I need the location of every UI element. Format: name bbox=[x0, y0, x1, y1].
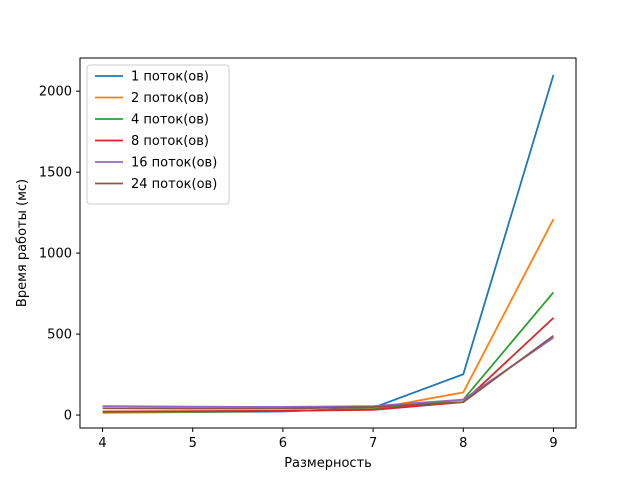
x-tick-label: 5 bbox=[189, 436, 197, 451]
series-line-4 bbox=[102, 336, 554, 408]
plot-frame bbox=[79, 57, 577, 429]
x-tick-label: 7 bbox=[369, 436, 377, 451]
series-line-5 bbox=[102, 334, 554, 410]
y-tick-label: 1000 bbox=[39, 247, 72, 262]
x-tick-label: 9 bbox=[549, 436, 557, 451]
series-line-3 bbox=[102, 317, 555, 413]
x-tick-label: 8 bbox=[459, 436, 467, 451]
series-layer bbox=[102, 74, 555, 414]
y-tick-label: 0 bbox=[64, 409, 72, 424]
y-tick-label: 2000 bbox=[39, 85, 72, 100]
legend-label-3: 8 поток(ов) bbox=[131, 134, 209, 149]
legend-label-0: 1 поток(ов) bbox=[131, 70, 209, 85]
legend-box bbox=[86, 64, 230, 205]
legend-label-5: 24 поток(ов) bbox=[131, 177, 217, 192]
legend-label-2: 4 поток(ов) bbox=[131, 113, 209, 128]
ticks-layer: 4 5 6 7 8 9 0 500 1000 1500 2000 bbox=[39, 85, 558, 451]
y-tick-label: 1500 bbox=[39, 166, 72, 181]
x-tick-label: 6 bbox=[279, 436, 287, 451]
x-axis-label: Размерность bbox=[284, 456, 372, 471]
y-axis-label: Время работы (мс) bbox=[15, 179, 30, 307]
legend-label-4: 16 поток(ов) bbox=[131, 156, 217, 171]
legend-label-1: 2 поток(ов) bbox=[131, 91, 209, 106]
legend: 1 поток(ов) 2 поток(ов) 4 поток(ов) 8 поток… bbox=[86, 64, 230, 205]
y-tick-label: 500 bbox=[47, 328, 72, 343]
x-tick-label: 4 bbox=[98, 436, 106, 451]
